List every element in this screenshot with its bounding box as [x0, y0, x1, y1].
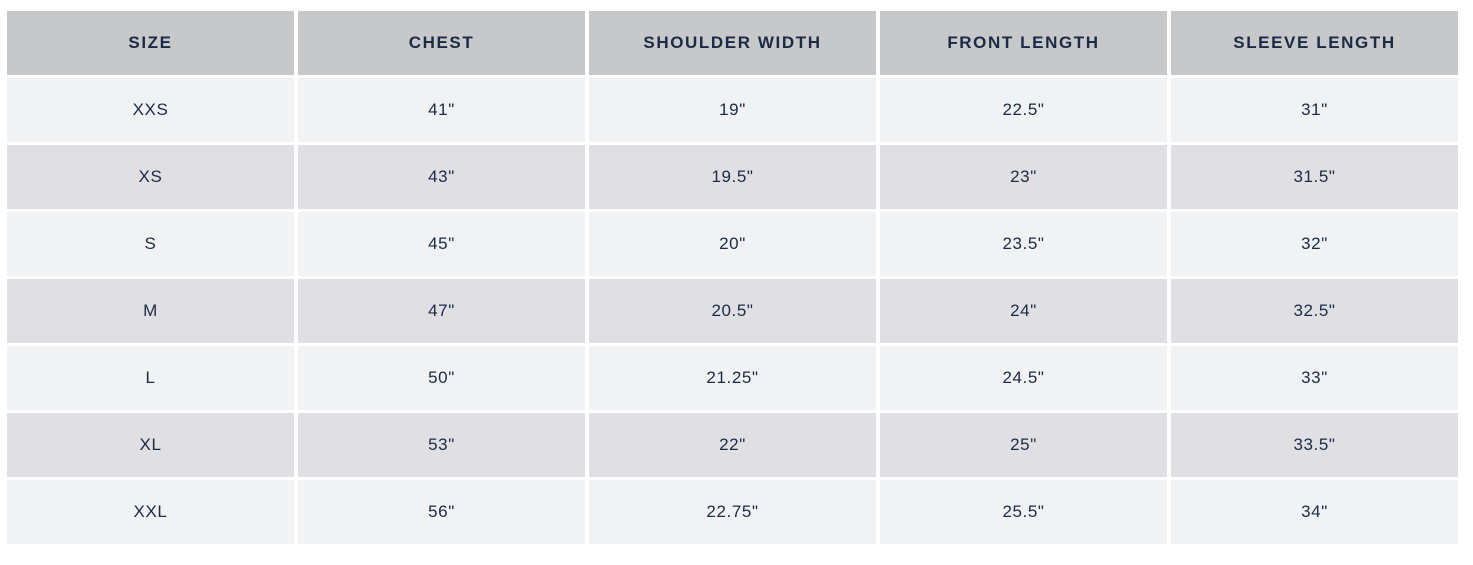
table-row-l: L 50" 21.25" 24.5" 33": [7, 346, 1458, 410]
sleeve-length-cell: 32": [1171, 212, 1458, 276]
size-chart: SIZE CHEST SHOULDER WIDTH FRONT LENGTH S…: [3, 8, 1462, 547]
chest-cell: 43": [298, 145, 585, 209]
sleeve-length-cell: 34": [1171, 480, 1458, 544]
sleeve-length-cell: 33.5": [1171, 413, 1458, 477]
front-length-cell: 23": [880, 145, 1167, 209]
column-header-size: SIZE: [7, 11, 294, 75]
table-row-xs: XS 43" 19.5" 23" 31.5": [7, 145, 1458, 209]
front-length-cell: 23.5": [880, 212, 1167, 276]
header-row: SIZE CHEST SHOULDER WIDTH FRONT LENGTH S…: [7, 11, 1458, 75]
front-length-cell: 25.5": [880, 480, 1167, 544]
size-cell: XS: [7, 145, 294, 209]
size-chart-body: XXS 41" 19" 22.5" 31" XS 43" 19.5" 23" 3…: [7, 78, 1458, 544]
chest-cell: 41": [298, 78, 585, 142]
shoulder-width-cell: 22": [589, 413, 876, 477]
table-row-s: S 45" 20" 23.5" 32": [7, 212, 1458, 276]
size-cell: L: [7, 346, 294, 410]
column-header-chest: CHEST: [298, 11, 585, 75]
size-cell: XXS: [7, 78, 294, 142]
front-length-cell: 24": [880, 279, 1167, 343]
column-header-sleeve-length: SLEEVE LENGTH: [1171, 11, 1458, 75]
shoulder-width-cell: 19": [589, 78, 876, 142]
shoulder-width-cell: 19.5": [589, 145, 876, 209]
chest-cell: 53": [298, 413, 585, 477]
column-header-shoulder-width: SHOULDER WIDTH: [589, 11, 876, 75]
sleeve-length-cell: 31": [1171, 78, 1458, 142]
sleeve-length-cell: 31.5": [1171, 145, 1458, 209]
size-chart-table: SIZE CHEST SHOULDER WIDTH FRONT LENGTH S…: [3, 8, 1462, 547]
table-row-m: M 47" 20.5" 24" 32.5": [7, 279, 1458, 343]
table-row-xxs: XXS 41" 19" 22.5" 31": [7, 78, 1458, 142]
shoulder-width-cell: 20": [589, 212, 876, 276]
size-cell: S: [7, 212, 294, 276]
chest-cell: 50": [298, 346, 585, 410]
sleeve-length-cell: 33": [1171, 346, 1458, 410]
chest-cell: 56": [298, 480, 585, 544]
front-length-cell: 22.5": [880, 78, 1167, 142]
size-cell: XL: [7, 413, 294, 477]
size-cell: M: [7, 279, 294, 343]
front-length-cell: 24.5": [880, 346, 1167, 410]
table-row-xl: XL 53" 22" 25" 33.5": [7, 413, 1458, 477]
chest-cell: 45": [298, 212, 585, 276]
sleeve-length-cell: 32.5": [1171, 279, 1458, 343]
shoulder-width-cell: 21.25": [589, 346, 876, 410]
shoulder-width-cell: 22.75": [589, 480, 876, 544]
chest-cell: 47": [298, 279, 585, 343]
table-row-xxl: XXL 56" 22.75" 25.5" 34": [7, 480, 1458, 544]
front-length-cell: 25": [880, 413, 1167, 477]
size-chart-header: SIZE CHEST SHOULDER WIDTH FRONT LENGTH S…: [7, 11, 1458, 75]
size-cell: XXL: [7, 480, 294, 544]
shoulder-width-cell: 20.5": [589, 279, 876, 343]
column-header-front-length: FRONT LENGTH: [880, 11, 1167, 75]
